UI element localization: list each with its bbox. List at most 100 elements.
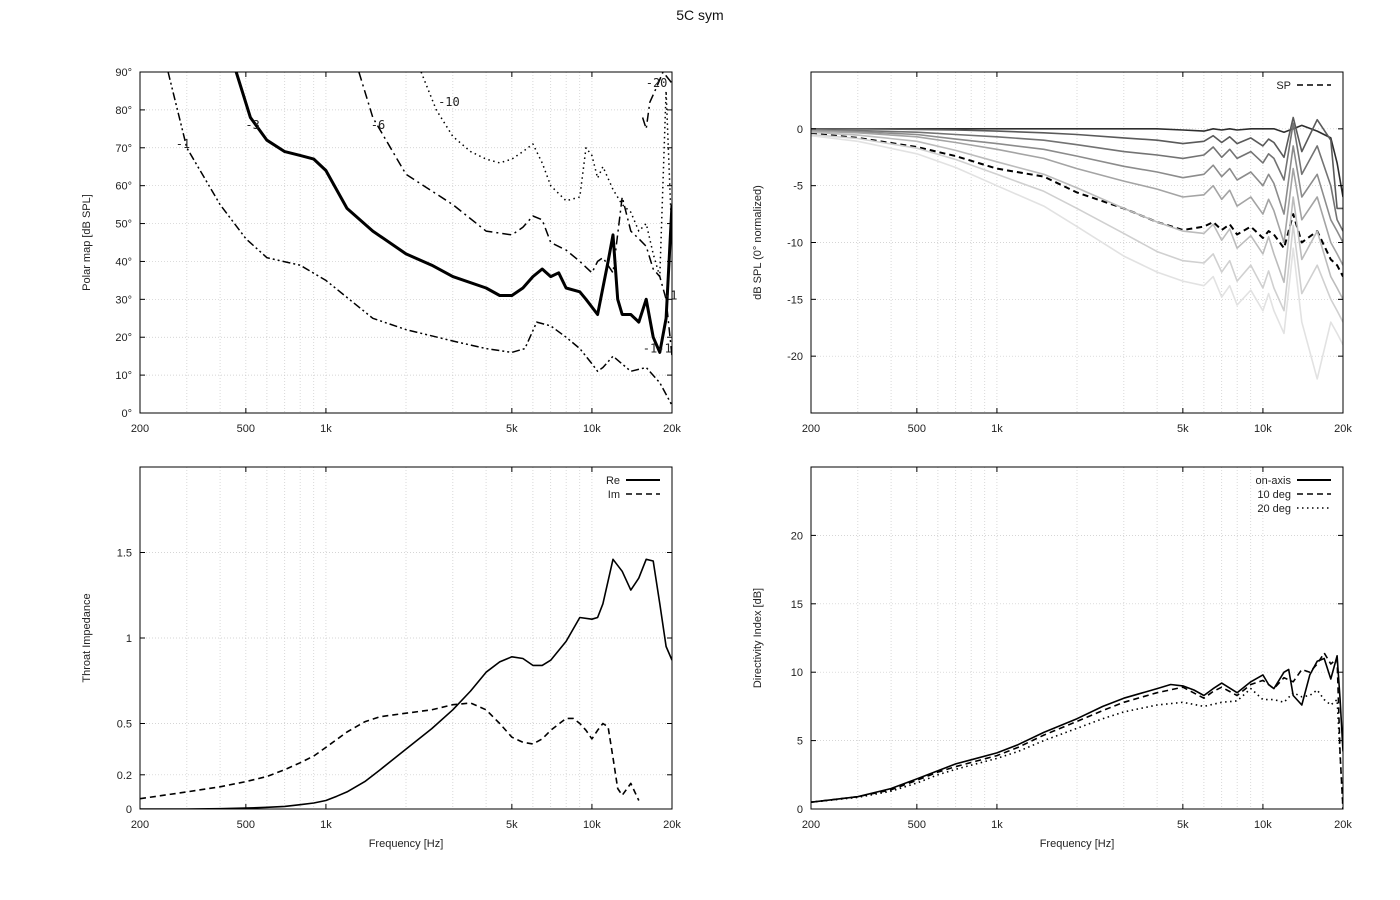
y-tick-label: 10 [791, 667, 803, 679]
y-tick-label: -5 [793, 181, 803, 193]
y-tick-label: 20 [791, 530, 803, 542]
series-line-10 [811, 124, 1343, 198]
series-group [811, 652, 1343, 809]
y-tick-label: 0.2 [117, 770, 132, 782]
series-line-20-deg [811, 687, 1343, 809]
x-tick-label: 10k [583, 819, 601, 831]
x-tick-label: 200 [131, 423, 149, 435]
x-axis-label: Frequency [Hz] [1040, 838, 1115, 850]
y-tick-label: 60° [115, 181, 132, 193]
contour-label: -1-1 [643, 341, 672, 355]
series-line-70 [811, 133, 1343, 323]
series-line--6 [358, 72, 672, 357]
x-tick-label: 1k [991, 423, 1003, 435]
y-axis-label: Directivity Index [dB] [752, 588, 764, 688]
x-tick-label: 500 [237, 819, 255, 831]
contour-label: -3 [245, 118, 259, 132]
directivity-index-chart: 200 500 1k 5k 10k 20k 0 5 10 15 20 Directivity Inde… [752, 466, 1352, 850]
series-group [167, 72, 672, 406]
y-tick-label: -15 [787, 294, 803, 306]
series-group [140, 558, 672, 809]
legend: on-axis 10 deg 20 deg [1256, 475, 1331, 515]
contour-label: -10 [438, 95, 460, 109]
contour-label: -20 [646, 76, 668, 90]
x-tick-label: 500 [237, 423, 255, 435]
series-line-10-deg [811, 652, 1343, 809]
y-tick-label: 80° [115, 105, 132, 117]
series-line-on-axis [811, 654, 1343, 803]
y-axis-label: Throat Impedance [81, 593, 93, 682]
y-tick-label: 30° [115, 294, 132, 306]
y-axis-label: Polar map [dB SPL] [81, 194, 93, 291]
series-line--1 [167, 72, 672, 406]
y-tick-label: 20° [115, 332, 132, 344]
y-tick-label: 0.5 [117, 719, 132, 731]
legend-label: 20 deg [1257, 503, 1291, 515]
y-tick-label: 90° [115, 67, 132, 79]
x-tick-label: 1k [320, 423, 332, 435]
series-line-20 [811, 116, 1343, 210]
series-line-60 [811, 131, 1343, 300]
legend-label: Re [606, 475, 620, 487]
legend: SP [1276, 80, 1331, 92]
legend-label: 10 deg [1257, 489, 1291, 501]
x-tick-label: 1k [320, 819, 332, 831]
series-line--20 [641, 72, 672, 130]
y-tick-label: 5 [797, 736, 803, 748]
x-tick-label: 5k [1177, 819, 1189, 831]
y-tick-label: 50° [115, 219, 132, 231]
grid [140, 467, 672, 809]
series-line-re [140, 558, 672, 809]
x-tick-label: 20k [1334, 819, 1352, 831]
grid [140, 72, 672, 413]
y-tick-label: -10 [787, 238, 803, 250]
y-tick-label: 0 [797, 804, 803, 816]
x-tick-label: 10k [1254, 423, 1272, 435]
throat-impedance-chart: 200 500 1k 5k 10k 20k 0 0.2 0.5 1 1.5 Throat Impeda… [81, 466, 681, 850]
series-line-80 [811, 134, 1343, 380]
y-tick-label: 15 [791, 599, 803, 611]
y-tick-label: -20 [787, 351, 803, 363]
y-axis-label: dB SPL (0° normalized) [752, 185, 764, 300]
legend-label: SP [1276, 80, 1291, 92]
series-line-50 [811, 130, 1343, 266]
normalized-spl-chart: 200 500 1k 5k 10k 20k 0 -5 -10 -15 -20 dB SPL (0° n… [752, 71, 1352, 435]
plot-frame [810, 466, 1344, 810]
x-tick-label: 1k [991, 819, 1003, 831]
contour-label: -6 [371, 118, 385, 132]
x-tick-label: 200 [131, 819, 149, 831]
legend: Re Im [606, 475, 660, 501]
series-line--3 [234, 72, 672, 354]
y-tick-label: 1.5 [117, 548, 132, 560]
series-line-im [140, 702, 640, 801]
x-tick-label: 5k [1177, 423, 1189, 435]
legend-label: Im [608, 489, 620, 501]
y-tick-label: 0° [121, 408, 132, 420]
x-tick-label: 20k [1334, 423, 1352, 435]
y-tick-label: 10° [115, 370, 132, 382]
x-tick-label: 5k [506, 819, 518, 831]
y-tick-label: 70° [115, 143, 132, 155]
grid [811, 72, 1343, 413]
y-tick-label: 1 [126, 633, 132, 645]
series-line-sp [811, 132, 1343, 278]
figure-title: 5C sym [676, 7, 723, 23]
series-group [811, 116, 1343, 380]
x-tick-label: 5k [506, 423, 518, 435]
y-tick-label: 0 [797, 124, 803, 136]
grid [811, 467, 1343, 809]
x-tick-label: 200 [802, 819, 820, 831]
contour-label: -1 [663, 288, 677, 302]
plot-frame [139, 71, 673, 414]
x-tick-label: 200 [802, 423, 820, 435]
legend-label: on-axis [1256, 475, 1292, 487]
x-tick-label: 10k [1254, 819, 1272, 831]
y-tick-label: 40° [115, 256, 132, 268]
x-tick-label: 500 [908, 819, 926, 831]
x-tick-label: 500 [908, 423, 926, 435]
x-tick-label: 20k [663, 819, 681, 831]
series-line-40 [811, 129, 1343, 243]
series-line--10 [420, 72, 672, 278]
y-tick-label: 0 [126, 804, 132, 816]
